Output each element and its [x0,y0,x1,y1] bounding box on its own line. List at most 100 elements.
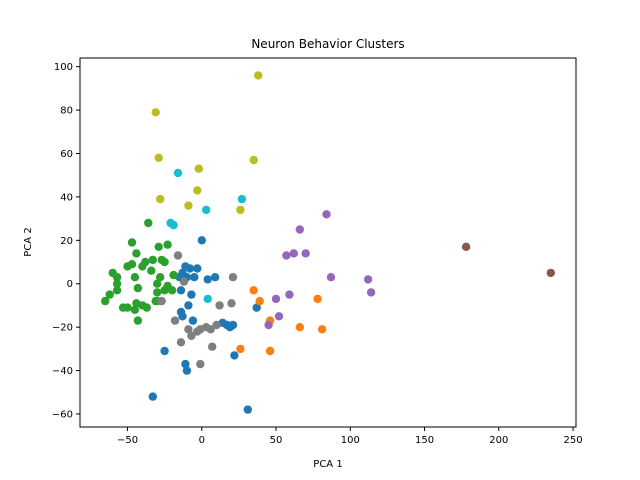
data-point [169,270,178,280]
data-point [212,320,221,330]
data-point [271,294,281,304]
data-point [142,303,151,312]
data-point [173,251,183,260]
data-point [127,238,137,247]
data-point [274,312,284,321]
y-tick-label: −60 [52,409,73,420]
x-tick-label: 100 [341,435,360,446]
data-point [193,186,202,195]
data-point [133,283,143,293]
y-tick-label: 40 [60,192,73,203]
data-point [249,155,258,165]
data-point [326,273,336,282]
data-point [151,108,160,117]
points-layer [101,71,555,414]
x-tick-label: 200 [489,435,508,446]
data-point [282,251,291,260]
data-point [157,296,166,306]
data-point [101,296,110,306]
data-point [208,342,217,351]
data-point [184,325,193,334]
data-point [181,359,190,369]
data-point [182,366,192,375]
data-point [295,225,304,234]
data-point [295,323,304,332]
data-point [133,316,143,325]
data-point [138,262,147,271]
data-point [123,262,132,271]
x-tick-label: 0 [199,435,205,446]
data-point [254,71,263,80]
data-point [230,351,239,360]
data-point [194,164,203,173]
data-point [193,264,202,273]
x-tick-label: −50 [117,435,138,446]
y-tick-label: −20 [52,323,73,334]
data-point [187,331,196,340]
data-point [154,153,163,162]
x-tick-label: 50 [270,435,283,446]
y-tick-label: −40 [52,366,73,377]
data-point [252,303,261,312]
data-point [156,273,165,282]
data-point [301,249,310,258]
data-point [178,312,187,321]
data-point [169,220,178,230]
data-point [203,275,212,284]
data-point [176,338,186,347]
data-point [153,279,162,288]
data-point [322,210,331,219]
data-point [170,316,180,325]
y-axis: −60 −40 −20 0 20 40 60 80 100 [52,62,80,420]
data-point [289,249,298,258]
data-point [317,325,327,334]
x-tick-label: 250 [563,435,582,446]
data-point [184,201,193,210]
data-point [105,290,114,299]
data-point [210,273,220,282]
data-point [196,359,205,369]
data-point [185,264,195,273]
y-tick-label: 20 [60,236,73,247]
data-point [176,286,186,295]
data-point [153,288,162,297]
y-axis-label: PCA 2 [23,227,34,256]
y-tick-label: 0 [67,279,73,290]
data-point [236,205,245,215]
data-point [179,277,189,286]
data-point [237,194,247,204]
data-point [190,273,199,282]
data-point [147,266,156,275]
data-point [112,273,122,282]
data-point [264,320,273,330]
data-point [112,279,122,288]
data-point [130,273,140,282]
data-point [546,268,555,278]
x-axis-label: PCA 1 [313,459,342,470]
data-point [265,346,275,356]
data-point [249,286,258,295]
data-point [461,242,471,251]
data-point [255,296,264,306]
plot-frame [79,57,577,428]
data-point [206,325,215,334]
data-point [154,242,163,251]
data-point [202,205,211,215]
y-tick-label: 100 [54,62,73,73]
data-point [148,255,157,265]
data-point [130,305,140,314]
x-tick-label: 150 [415,435,434,446]
y-tick-label: 80 [60,106,73,117]
data-point [193,327,202,336]
data-point [187,290,196,299]
data-point [236,344,245,354]
data-point [148,392,157,401]
data-point [366,288,376,297]
data-point [285,290,294,299]
data-point [160,257,169,267]
data-point [156,194,165,204]
data-point [184,301,193,310]
data-point [363,275,373,284]
data-point [313,294,322,304]
data-point [112,286,122,295]
